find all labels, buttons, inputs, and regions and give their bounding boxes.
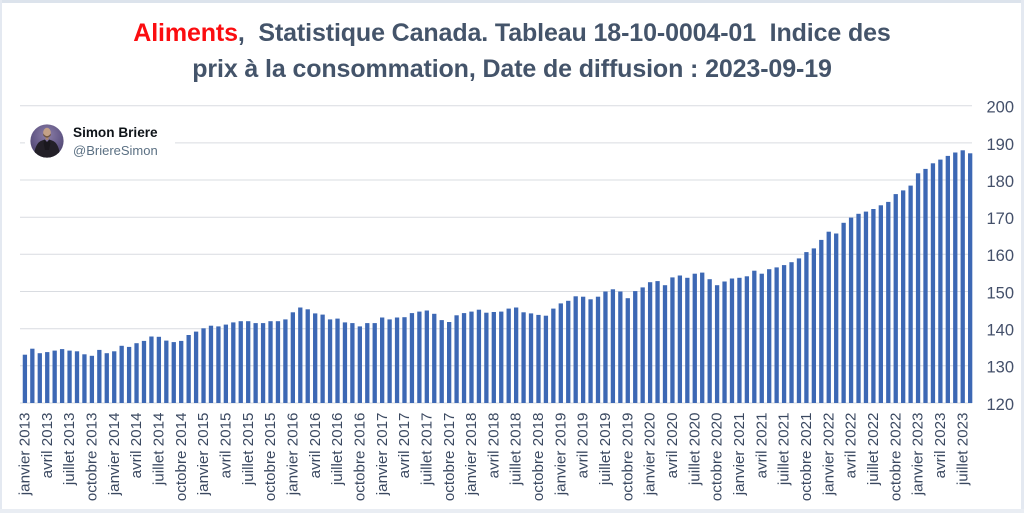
svg-text:140: 140	[986, 322, 1014, 340]
svg-text:180: 180	[986, 173, 1014, 191]
svg-text:avril 2017: avril 2017	[396, 413, 413, 479]
svg-text:avril 2020: avril 2020	[664, 413, 681, 479]
svg-text:avril 2014: avril 2014	[128, 413, 145, 479]
svg-text:janvier 2021: janvier 2021	[731, 413, 748, 497]
svg-text:octobre 2020: octobre 2020	[709, 413, 726, 502]
svg-text:octobre 2015: octobre 2015	[262, 413, 279, 502]
svg-text:avril 2021: avril 2021	[753, 413, 770, 479]
svg-text:janvier 2015: janvier 2015	[195, 413, 212, 497]
svg-text:avril 2023: avril 2023	[932, 413, 949, 479]
svg-text:janvier 2018: janvier 2018	[463, 413, 480, 497]
svg-text:octobre 2019: octobre 2019	[619, 413, 636, 502]
svg-text:octobre 2013: octobre 2013	[83, 413, 100, 502]
svg-text:juillet 2013: juillet 2013	[61, 413, 78, 487]
svg-text:janvier 2014: janvier 2014	[106, 413, 123, 497]
svg-text:120: 120	[986, 396, 1014, 414]
svg-text:avril 2022: avril 2022	[843, 413, 860, 479]
svg-text:juillet 2014: juillet 2014	[150, 413, 167, 487]
svg-text:avril 2019: avril 2019	[575, 413, 592, 479]
svg-text:janvier 2013: janvier 2013	[17, 413, 34, 497]
svg-text:janvier 2016: janvier 2016	[284, 413, 301, 497]
svg-text:juillet 2023: juillet 2023	[954, 413, 971, 487]
svg-text:200: 200	[986, 99, 1014, 117]
svg-text:juillet 2016: juillet 2016	[329, 413, 346, 487]
svg-text:janvier 2019: janvier 2019	[552, 413, 569, 497]
svg-text:juillet 2015: juillet 2015	[240, 413, 257, 487]
svg-text:janvier 2020: janvier 2020	[642, 413, 659, 497]
svg-text:150: 150	[986, 284, 1014, 302]
svg-text:octobre 2022: octobre 2022	[887, 413, 904, 502]
svg-text:octobre 2014: octobre 2014	[173, 413, 190, 502]
svg-text:octobre 2018: octobre 2018	[530, 413, 547, 502]
svg-text:juillet 2017: juillet 2017	[418, 413, 435, 487]
svg-text:juillet 2020: juillet 2020	[686, 413, 703, 487]
svg-text:190: 190	[986, 136, 1014, 154]
svg-text:juillet 2019: juillet 2019	[597, 413, 614, 487]
svg-text:170: 170	[986, 210, 1014, 228]
svg-text:janvier 2022: janvier 2022	[820, 413, 837, 497]
svg-text:janvier 2017: janvier 2017	[374, 413, 391, 497]
svg-text:octobre 2021: octobre 2021	[798, 413, 815, 502]
svg-text:janvier 2023: janvier 2023	[910, 413, 927, 497]
svg-text:160: 160	[986, 247, 1014, 265]
svg-text:juillet 2018: juillet 2018	[508, 413, 525, 487]
svg-text:avril 2015: avril 2015	[217, 413, 234, 479]
svg-text:avril 2013: avril 2013	[39, 413, 56, 479]
svg-text:juillet 2022: juillet 2022	[865, 413, 882, 487]
svg-text:juillet 2021: juillet 2021	[776, 413, 793, 487]
svg-text:130: 130	[986, 359, 1014, 377]
svg-text:avril 2018: avril 2018	[485, 413, 502, 479]
svg-text:octobre 2016: octobre 2016	[351, 413, 368, 502]
svg-text:avril 2016: avril 2016	[307, 413, 324, 479]
svg-text:octobre 2017: octobre 2017	[441, 413, 458, 502]
